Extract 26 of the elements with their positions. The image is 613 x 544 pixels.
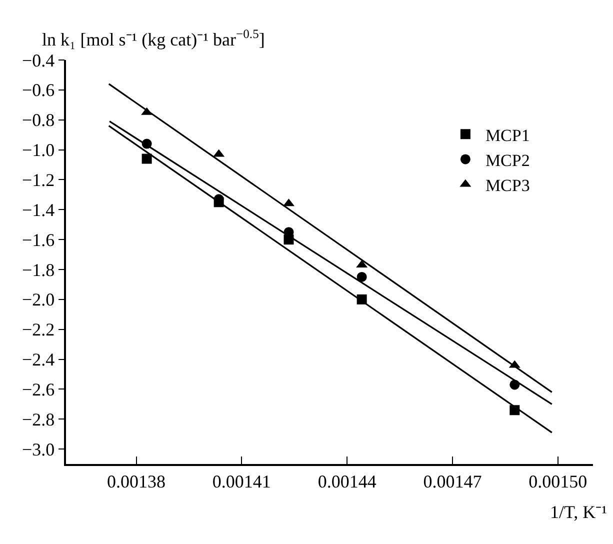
y-tick-label: −1.8 [22, 260, 55, 280]
y-tick-label: −2.4 [22, 350, 55, 370]
y-tick-label: −2.2 [22, 320, 55, 340]
x-tick-label: 0.00144 [318, 471, 376, 492]
y-tick-label: −1.0 [22, 140, 55, 160]
y-tick-label: −2.6 [22, 379, 55, 400]
legend-label: MCP3 [485, 176, 530, 195]
y-tick-label: −3.0 [22, 439, 55, 460]
y-tick-label: −1.4 [22, 200, 55, 220]
y-tick-label: −2.0 [22, 290, 55, 310]
point [142, 154, 152, 164]
y-tick-label: −1.6 [22, 230, 55, 250]
y-tick-label: −0.6 [22, 80, 55, 100]
x-tick-label: 0.00150 [528, 471, 588, 492]
y-tick-label: −0.4 [22, 50, 55, 70]
y-tick-label: −2.8 [22, 409, 55, 430]
y-tick-label: −0.8 [22, 110, 55, 130]
point [356, 272, 367, 282]
legend-label: MCP2 [485, 150, 530, 170]
x-tick-label: 0.00147 [423, 471, 482, 492]
x-tick-label: 0.00141 [212, 471, 271, 492]
x-tick-label: 0.00138 [107, 471, 166, 492]
y-axis-title: ln k₁ [mol s⁻¹ (kg cat)⁻¹ bar$^{−0.5}$] [42, 27, 265, 50]
y-tick-label: −1.2 [22, 170, 55, 190]
x-axis-title: 1/T, K⁻¹ [550, 502, 608, 522]
legend-label: MCP1 [485, 126, 530, 145]
